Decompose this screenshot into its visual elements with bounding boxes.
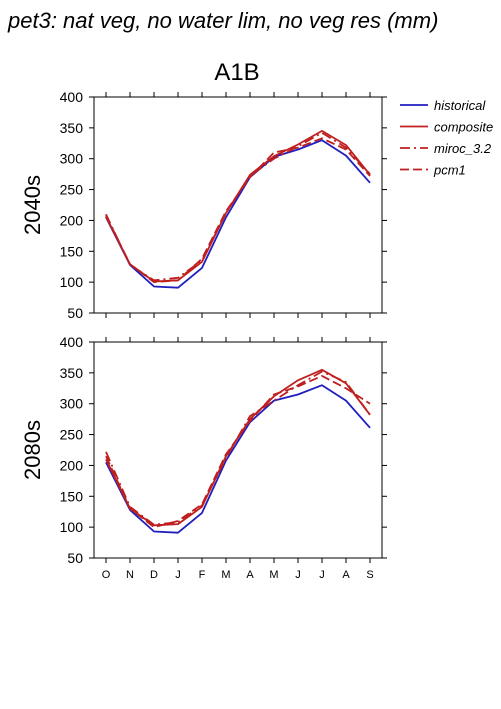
series-line-miroc-3-2 xyxy=(105,131,371,282)
y-tick-label: 300 xyxy=(60,396,84,412)
y-tick-label: 100 xyxy=(60,519,84,535)
series-line-composite xyxy=(105,368,371,527)
series-line-pcm1 xyxy=(105,137,371,284)
x-tick-label: J xyxy=(295,569,301,581)
y-tick-label: 350 xyxy=(60,365,84,381)
panel-2040s: 50 100 150 200 250 300 350 400 2040s xyxy=(20,89,387,321)
page-title: pet3: nat veg, no water lim, no veg res … xyxy=(7,8,438,33)
y-axis-label: 2080s xyxy=(20,420,45,480)
series-line-miroc-3-2 xyxy=(105,370,371,526)
x-tick-label: N xyxy=(126,569,134,581)
y-tick-label: 350 xyxy=(60,120,84,136)
series-line-historical xyxy=(105,384,371,534)
legend-label: historical xyxy=(434,98,486,113)
panel-2080s: 50 100 150 200 250 300 350 400 O N D J F M A M J J A S 2080s xyxy=(20,334,387,581)
plot-frame xyxy=(93,341,383,559)
x-tick-label: J xyxy=(319,569,325,581)
y-tick-label: 50 xyxy=(67,550,83,566)
legend: historical composite miroc_3.2 pcm1 xyxy=(400,98,493,178)
y-tick-label: 200 xyxy=(60,212,84,228)
x-tick-label: F xyxy=(199,569,206,581)
y-tick-label: 200 xyxy=(60,457,84,473)
y-tick-label: 150 xyxy=(60,243,84,259)
x-tick-label: M xyxy=(221,569,230,581)
legend-label: composite xyxy=(434,120,493,135)
legend-label: miroc_3.2 xyxy=(434,141,492,156)
plot-frame xyxy=(93,96,383,314)
x-tick-label: A xyxy=(246,569,254,581)
x-tick-label: O xyxy=(102,569,111,581)
x-tick-label: S xyxy=(366,569,373,581)
y-tick-label: 400 xyxy=(60,89,84,105)
y-tick-label: 300 xyxy=(60,151,84,167)
y-tick-label: 250 xyxy=(60,427,84,443)
scenario-title: A1B xyxy=(214,59,259,86)
y-tick-label: 250 xyxy=(60,182,84,198)
x-tick-label: D xyxy=(150,569,158,581)
y-axis-label: 2040s xyxy=(20,175,45,235)
y-tick-label: 400 xyxy=(60,334,84,350)
y-tick-label: 50 xyxy=(67,305,83,321)
series-line-historical xyxy=(105,139,371,289)
series-line-composite xyxy=(105,129,371,283)
series-line-pcm1 xyxy=(105,374,371,528)
x-tick-label: M xyxy=(269,569,278,581)
y-tick-label: 150 xyxy=(60,488,84,504)
x-tick-label: J xyxy=(175,569,181,581)
legend-label: pcm1 xyxy=(433,163,466,178)
x-tick-label: A xyxy=(342,569,350,581)
y-tick-label: 100 xyxy=(60,274,84,290)
